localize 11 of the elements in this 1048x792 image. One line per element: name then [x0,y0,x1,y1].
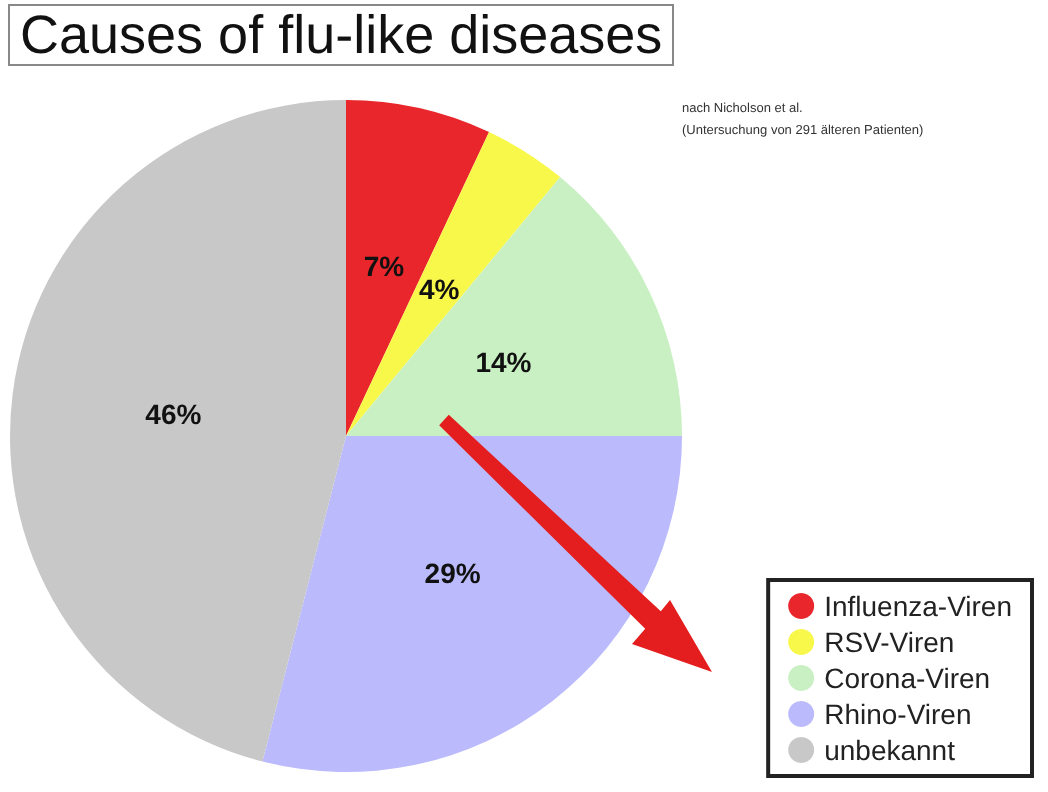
data-label: 7% [363,250,406,283]
legend-label: unbekannt [824,734,956,766]
chart-title: Causes of flu-like diseases [20,5,663,65]
data-label: 14% [475,345,533,378]
legend-label: Corona-Viren [824,662,991,694]
legend-label: Influenza-Viren [824,590,1013,622]
legend-label: RSV-Viren [824,626,955,658]
data-label: 46% [145,398,203,431]
data-label: 4% [419,273,461,306]
data-label: 29% [424,557,482,590]
legend-label: Rhino-Viren [824,698,972,730]
